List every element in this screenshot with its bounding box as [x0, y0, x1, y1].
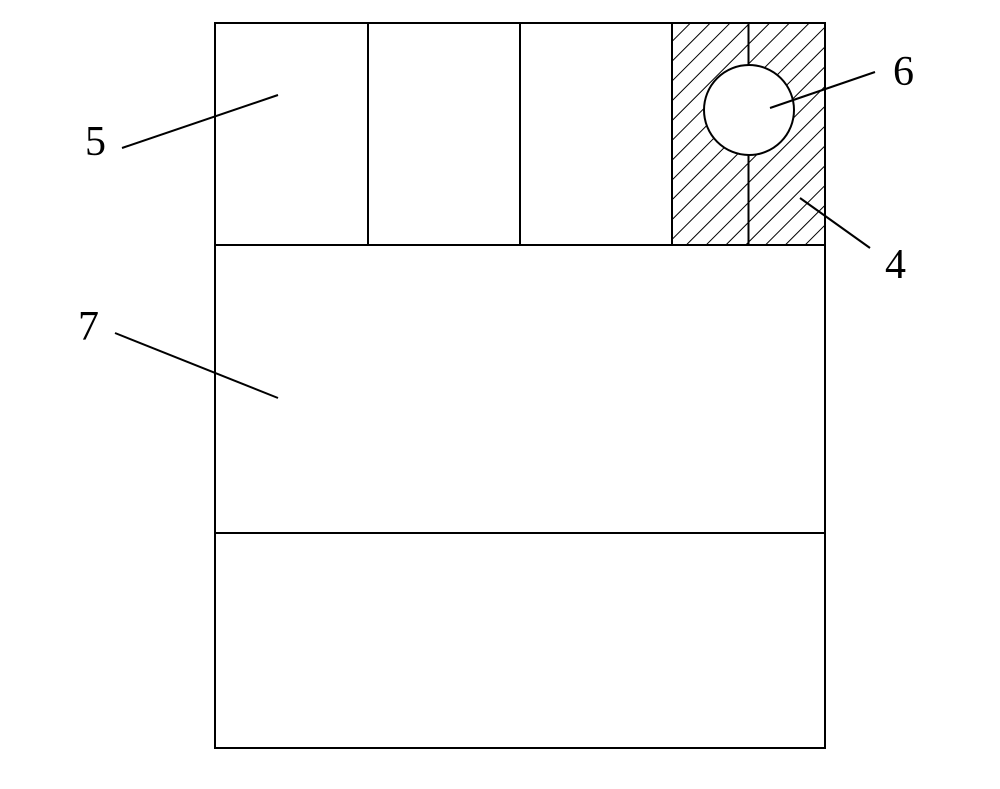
technical-diagram: 5 6 4 7	[0, 0, 1000, 789]
callout-6-label: 6	[893, 49, 914, 95]
callout-7-label: 7	[78, 304, 99, 350]
callout-5-label: 5	[85, 119, 106, 165]
callout-4-label: 4	[885, 242, 906, 288]
